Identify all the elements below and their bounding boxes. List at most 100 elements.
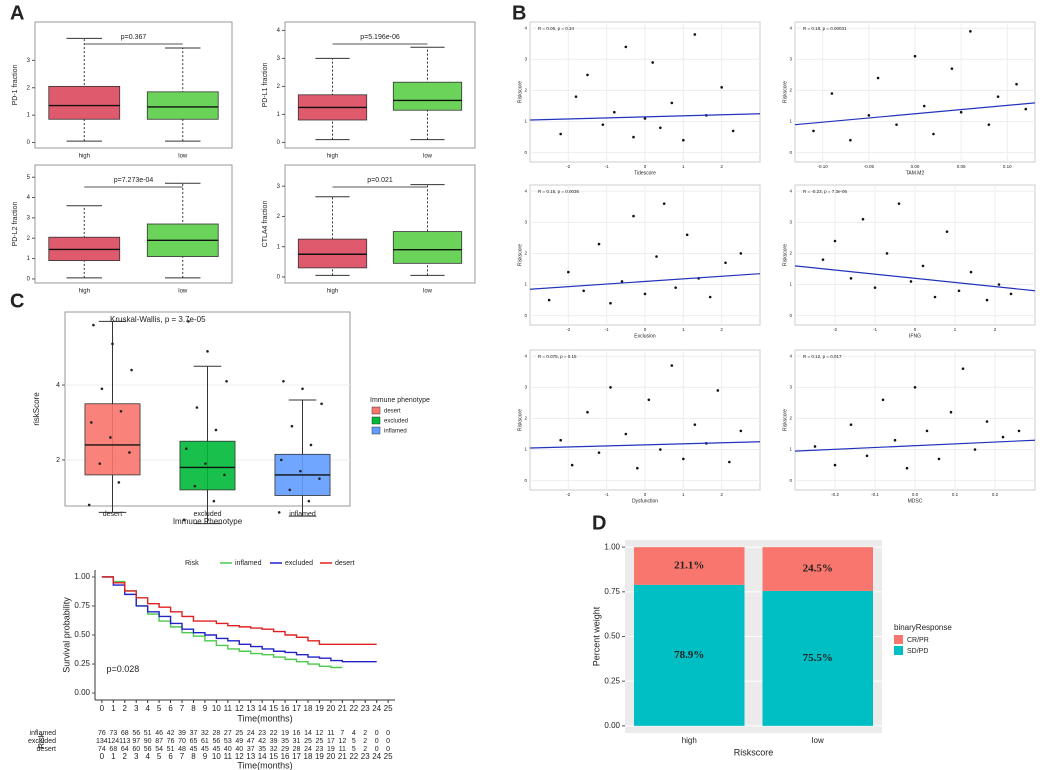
y-tick-label: 0 bbox=[789, 478, 792, 483]
x-tick-label: 0 bbox=[644, 327, 647, 332]
at-risk: 35 bbox=[281, 738, 289, 745]
point bbox=[969, 270, 973, 274]
x-tick-label: 7 bbox=[180, 704, 185, 713]
p-value: p=0.021 bbox=[367, 177, 393, 184]
y-tick-label: 0 bbox=[27, 277, 31, 283]
x-tick-label: 0 bbox=[644, 492, 647, 497]
jitter-point bbox=[92, 323, 95, 327]
point bbox=[724, 261, 727, 265]
point bbox=[959, 110, 963, 114]
point bbox=[586, 73, 589, 77]
point bbox=[987, 123, 991, 126]
table-tick-label: 3 bbox=[134, 752, 139, 761]
jitter-point bbox=[185, 447, 188, 450]
x-axis-label: Tidescore bbox=[634, 170, 656, 176]
y-axis-label: Riskscore bbox=[782, 244, 788, 266]
at-risk: 68 bbox=[121, 730, 129, 737]
at-risk: 28 bbox=[293, 746, 301, 753]
y-axis-label: Survival probability bbox=[61, 597, 71, 673]
point bbox=[945, 230, 949, 233]
jitter-point bbox=[206, 350, 209, 353]
x-tick-label: 12 bbox=[235, 704, 244, 713]
y-tick-label: 1 bbox=[277, 112, 281, 118]
at-risk: 39 bbox=[270, 738, 278, 745]
y-tick-label: 4 bbox=[524, 188, 527, 193]
y-tick-label: 1 bbox=[277, 244, 281, 250]
at-risk: 2 bbox=[363, 730, 367, 737]
jitter-point bbox=[280, 458, 283, 462]
x-tick-label: high bbox=[327, 154, 338, 160]
table-tick-label: 17 bbox=[292, 752, 301, 761]
table-tick-label: 9 bbox=[203, 752, 208, 761]
at-risk: 0 bbox=[375, 746, 379, 753]
at-risk: 24 bbox=[304, 746, 312, 753]
x-tick-label: 0.10 bbox=[1003, 164, 1012, 169]
point bbox=[833, 239, 837, 243]
jitter-point bbox=[193, 484, 197, 488]
x-tick-label: 10 bbox=[212, 704, 221, 713]
at-risk: 48 bbox=[178, 746, 186, 753]
x-tick-label: -2 bbox=[566, 327, 570, 332]
y-tick-label: 4 bbox=[524, 353, 527, 358]
legend-label: excluded bbox=[384, 419, 408, 425]
at-risk: 24 bbox=[247, 730, 255, 737]
y-tick-label: 2 bbox=[789, 88, 792, 93]
trend-line bbox=[529, 273, 761, 290]
y-tick-label: 1.00 bbox=[74, 572, 90, 581]
point bbox=[670, 364, 674, 367]
x-tick-label: 2 bbox=[720, 492, 723, 497]
table-tick-label: 25 bbox=[384, 752, 393, 761]
table-tick-label: 22 bbox=[349, 752, 358, 761]
at-risk: 32 bbox=[270, 746, 278, 753]
table-tick-label: 4 bbox=[145, 752, 150, 761]
y-axis-label: Riskscore bbox=[517, 81, 523, 103]
x-tick-label: 1 bbox=[682, 327, 685, 332]
point bbox=[922, 104, 926, 108]
legend-label: excluded bbox=[285, 560, 313, 567]
x-axis-label: Time(months) bbox=[237, 713, 292, 723]
y-axis-label: riskScore bbox=[32, 392, 41, 426]
correlation: R = 0.12, p = 0.017 bbox=[803, 354, 842, 359]
table-tick-label: 18 bbox=[304, 752, 313, 761]
y-axis-label: PD-1 fraction bbox=[12, 64, 19, 105]
x-tick-label: low bbox=[812, 736, 824, 745]
table-tick-label: 1 bbox=[111, 752, 116, 761]
survival-curve bbox=[101, 576, 377, 663]
table-row-label: excluded bbox=[28, 738, 56, 745]
jitter-point bbox=[288, 488, 292, 492]
box bbox=[297, 238, 368, 269]
legend-title: Risk bbox=[185, 560, 199, 567]
correlation: R = -0.23, p = 7.3e-06 bbox=[803, 189, 848, 194]
legend-swatch bbox=[371, 426, 381, 435]
y-tick-label: 1 bbox=[27, 256, 31, 262]
at-risk: 0 bbox=[375, 730, 379, 737]
point bbox=[682, 457, 685, 461]
jitter-point bbox=[214, 428, 218, 432]
table-tick-label: 11 bbox=[224, 752, 233, 761]
point bbox=[613, 110, 616, 114]
box bbox=[48, 85, 121, 120]
y-tick-label: 4 bbox=[277, 28, 281, 34]
x-tick-label: -1 bbox=[873, 327, 877, 332]
table-tick-label: 0 bbox=[100, 752, 105, 761]
at-risk: 40 bbox=[224, 746, 232, 753]
table-tick-label: 24 bbox=[372, 752, 381, 761]
at-risk: 25 bbox=[316, 738, 324, 745]
x-tick-label: -0.1 bbox=[871, 492, 879, 497]
at-risk: 22 bbox=[270, 730, 278, 737]
x-tick-label: 19 bbox=[315, 704, 324, 713]
jitter-point bbox=[90, 421, 93, 424]
table-tick-label: 15 bbox=[269, 752, 278, 761]
y-tick-label: 3 bbox=[524, 220, 527, 225]
point bbox=[609, 301, 612, 305]
point bbox=[624, 45, 628, 49]
y-axis-label: Riskscore bbox=[782, 81, 788, 103]
table-row-label: desert bbox=[37, 746, 57, 753]
x-tick-label: high bbox=[79, 289, 90, 295]
at-risk: 31 bbox=[293, 738, 301, 745]
y-tick-label: 0 bbox=[277, 140, 281, 146]
at-risk: 19 bbox=[281, 730, 289, 737]
point bbox=[559, 132, 562, 136]
x-tick-label: -2 bbox=[566, 492, 570, 497]
x-tick-label: 1 bbox=[682, 164, 685, 169]
